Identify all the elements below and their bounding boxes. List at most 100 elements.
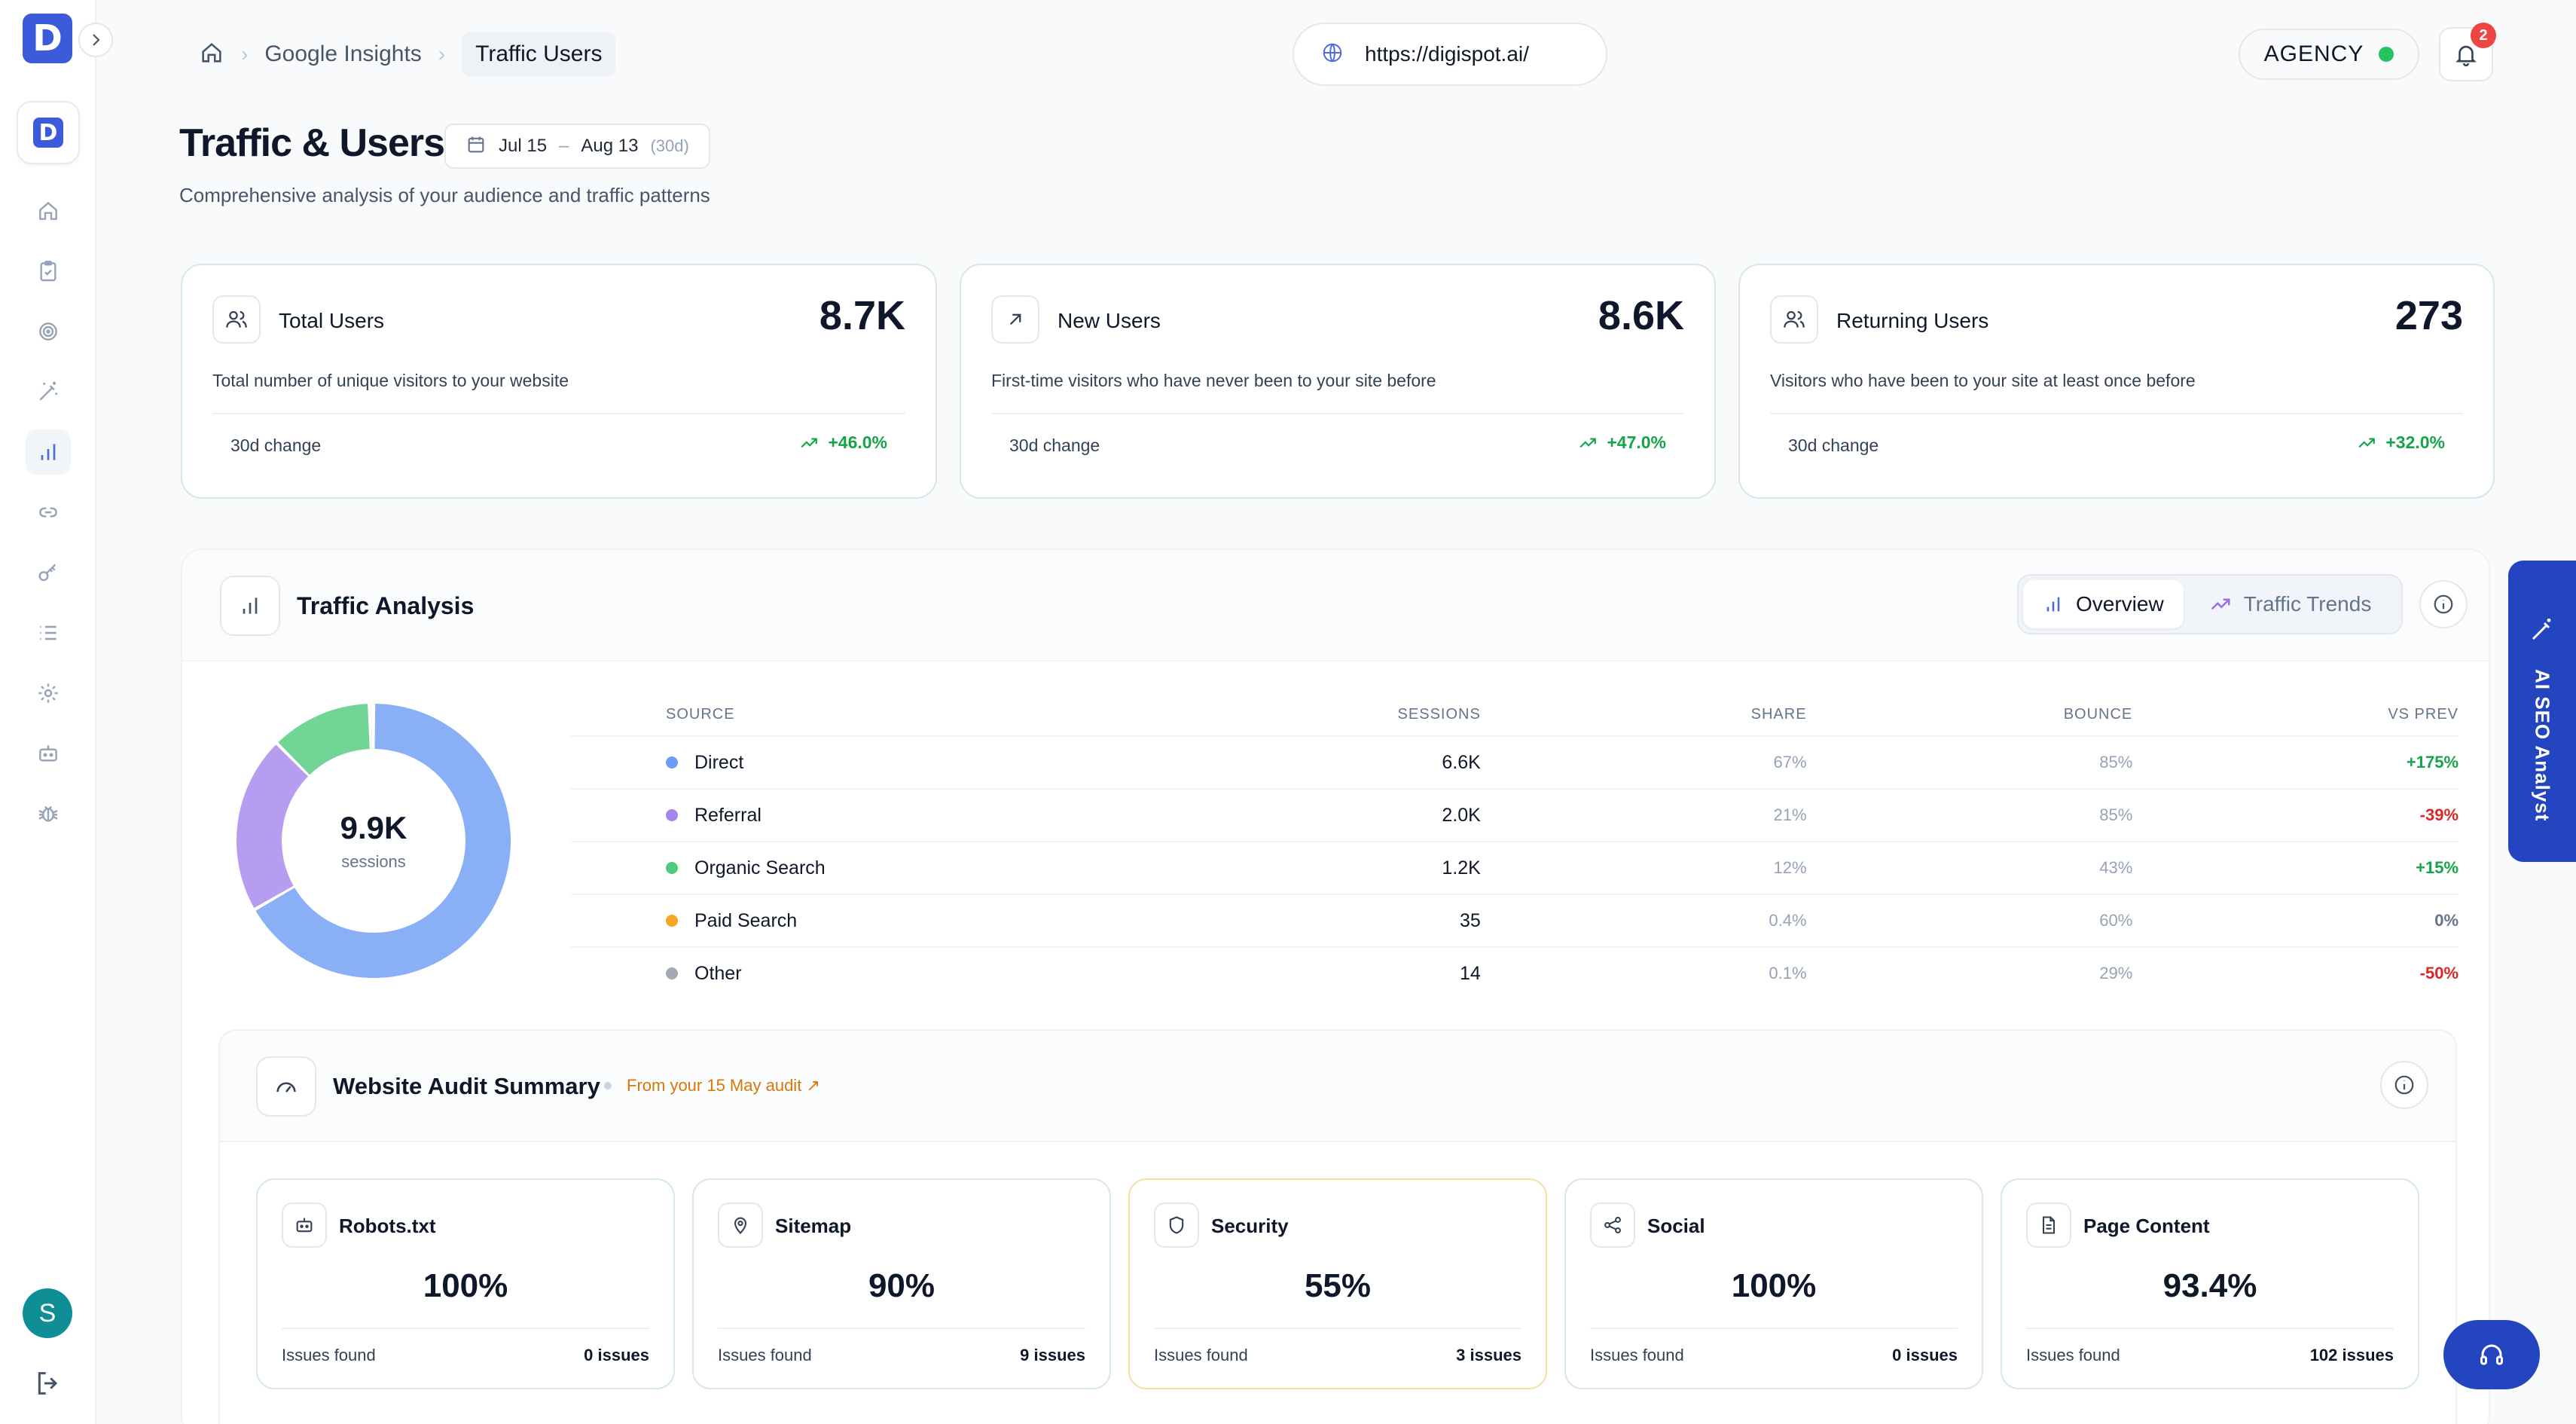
donut-slice-organic-search[interactable]: [278, 704, 370, 775]
table-row[interactable]: Referral 2.0K 21% 85% -39%: [571, 788, 2458, 841]
ai-seo-analyst-tab[interactable]: AI SEO Analyst: [2508, 561, 2576, 862]
app-logo[interactable]: D: [23, 14, 72, 63]
agency-badge[interactable]: AGENCY: [2239, 29, 2419, 80]
donut-slice-direct[interactable]: [255, 704, 511, 978]
source-name: Direct: [694, 751, 744, 773]
cell-vs-prev: 0%: [2434, 911, 2459, 930]
support-chat-button[interactable]: [2443, 1320, 2540, 1389]
issues-count: 0 issues: [584, 1346, 649, 1364]
clipboard-icon[interactable]: [26, 249, 71, 294]
link-icon[interactable]: [26, 490, 71, 535]
workspace-switcher[interactable]: D: [17, 101, 80, 164]
cell-bounce: 60%: [2099, 911, 2133, 930]
stat-change-label: 30d change: [230, 435, 322, 455]
external-link-icon: ↗: [806, 1076, 820, 1095]
audit-card-sitemap[interactable]: Sitemap 90% Issues found 9 issues: [692, 1178, 1111, 1389]
donut-label: sessions: [341, 852, 406, 871]
traffic-source-table: SOURCE SESSIONS SHARE BOUNCE VS PREV Dir…: [571, 693, 2458, 999]
stat-value: 8.6K: [1598, 293, 1684, 338]
website-audit-summary: Website Audit Summary From your 15 May a…: [218, 1029, 2457, 1424]
audit-card-social[interactable]: Social 100% Issues found 0 issues: [1564, 1178, 1983, 1389]
users-icon: [1770, 295, 1818, 344]
table-row[interactable]: Organic Search 1.2K 12% 43% +15%: [571, 841, 2458, 894]
home-breadcrumb-icon[interactable]: [199, 40, 224, 69]
divider: [212, 413, 905, 414]
col-sessions[interactable]: SESSIONS: [1397, 705, 1481, 723]
stat-description: First-time visitors who have never been …: [991, 371, 1436, 390]
tab-traffic-trends[interactable]: Traffic Trends: [2190, 580, 2391, 628]
donut-slice-referral[interactable]: [237, 744, 309, 909]
breadcrumb-current: Traffic Users: [462, 32, 616, 76]
map-pin-icon: [718, 1202, 763, 1248]
issues-count: 0 issues: [1892, 1346, 1958, 1364]
sessions-donut-chart: [237, 704, 511, 978]
date-end: Aug 13: [581, 136, 639, 156]
chevron-right-icon: [93, 34, 100, 46]
col-share[interactable]: SHARE: [1750, 705, 1807, 723]
divider: [282, 1328, 649, 1329]
target-icon[interactable]: [26, 309, 71, 354]
bar-chart-icon[interactable]: [26, 429, 71, 475]
source-name: Organic Search: [694, 857, 826, 879]
site-url: https://digispot.ai/: [1365, 42, 1529, 66]
cell-sessions: 2.0K: [1442, 804, 1481, 826]
info-button[interactable]: [2380, 1061, 2428, 1109]
col-vs-prev[interactable]: VS PREV: [2388, 705, 2459, 723]
divider: [1770, 413, 2463, 414]
issues-count: 3 issues: [1456, 1346, 1521, 1364]
site-url-selector[interactable]: https://digispot.ai/: [1293, 23, 1607, 86]
cell-share: 21%: [1773, 805, 1807, 824]
cell-source: Paid Search: [571, 910, 1183, 932]
table-row[interactable]: Other 14 0.1% 29% -50%: [571, 946, 2458, 999]
cell-sessions: 35: [1460, 909, 1481, 931]
issues-label: Issues found: [1154, 1346, 1248, 1364]
info-icon: [2434, 594, 2453, 614]
agency-label: AGENCY: [2263, 41, 2364, 66]
table-row[interactable]: Paid Search 35 0.4% 60% 0%: [571, 894, 2458, 946]
stat-change-value: +32.0%: [2385, 432, 2445, 452]
stat-label: Returning Users: [1836, 309, 1989, 332]
stat-change: +47.0%: [1578, 432, 1666, 453]
issues-label: Issues found: [282, 1346, 376, 1364]
bot-icon[interactable]: [26, 731, 71, 776]
magic-wand-icon[interactable]: [26, 369, 71, 414]
cell-share: 0.4%: [1769, 911, 1807, 930]
info-button[interactable]: [2419, 580, 2468, 628]
list-icon[interactable]: [26, 610, 71, 655]
date-range-picker[interactable]: Jul 15 – Aug 13 (30d): [444, 124, 710, 169]
cell-source: Other: [571, 963, 1183, 985]
audit-card-page-content[interactable]: Page Content 93.4% Issues found 102 issu…: [2001, 1178, 2419, 1389]
stat-label: New Users: [1058, 309, 1161, 332]
breadcrumb-google-insights[interactable]: Google Insights: [264, 41, 422, 66]
col-bounce[interactable]: BOUNCE: [2063, 705, 2133, 723]
bug-icon[interactable]: [26, 791, 71, 836]
audit-card-score: 93.4%: [2162, 1267, 2257, 1304]
divider: [2026, 1328, 2394, 1329]
audit-card-robots[interactable]: Robots.txt 100% Issues found 0 issues: [256, 1178, 675, 1389]
source-name: Paid Search: [694, 909, 798, 931]
trend-up-icon: [1579, 438, 1597, 448]
table-row[interactable]: Direct 6.6K 67% 85% +175%: [571, 735, 2458, 788]
info-icon: [2394, 1075, 2414, 1095]
issues-count: 102 issues: [2309, 1346, 2394, 1364]
key-icon[interactable]: [26, 550, 71, 595]
avatar[interactable]: S: [23, 1288, 72, 1338]
cell-share: 12%: [1773, 858, 1807, 877]
cell-source: Organic Search: [571, 857, 1183, 879]
audit-card-security[interactable]: Security 55% Issues found 3 issues: [1128, 1178, 1547, 1389]
logout-icon[interactable]: [33, 1368, 63, 1398]
date-start: Jul 15: [499, 136, 548, 156]
audit-source-link[interactable]: From your 15 May audit ↗: [627, 1076, 820, 1096]
sidebar-expand-button[interactable]: [78, 23, 113, 57]
breadcrumb: › Google Insights › Traffic Users: [199, 32, 616, 77]
legend-dot: [666, 862, 678, 874]
magic-wand-icon: [2532, 619, 2551, 640]
source-name: Referral: [694, 804, 762, 826]
col-source[interactable]: SOURCE: [666, 705, 735, 723]
tab-overview[interactable]: Overview: [2023, 580, 2184, 628]
gear-icon[interactable]: [26, 671, 71, 716]
home-icon[interactable]: [26, 188, 71, 234]
issues-count: 9 issues: [1020, 1346, 1085, 1364]
donut-center: 9.9K sessions: [230, 698, 517, 984]
cell-share: 67%: [1773, 753, 1807, 772]
